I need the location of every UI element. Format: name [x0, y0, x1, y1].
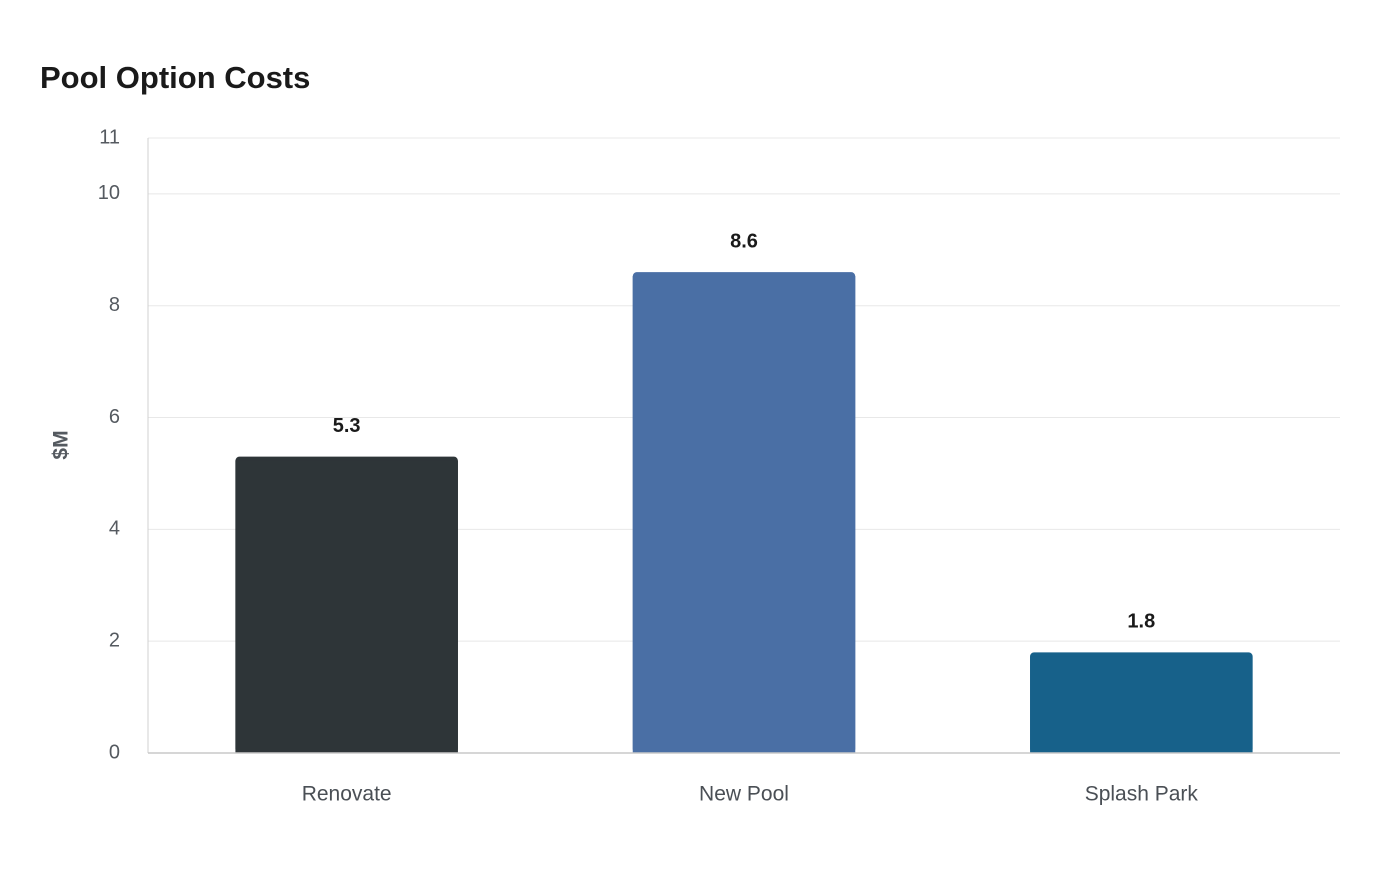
- value-label: 8.6: [730, 230, 758, 252]
- x-tick-label: Splash Park: [1085, 783, 1199, 806]
- y-tick-label: 6: [109, 406, 120, 428]
- value-label: 1.8: [1127, 611, 1155, 633]
- y-tick-label: 10: [98, 182, 120, 204]
- bar-base: [1030, 656, 1253, 753]
- y-axis-label: $M: [50, 430, 73, 459]
- y-tick-label: 2: [109, 629, 120, 651]
- y-tick-label: 4: [109, 518, 120, 540]
- chart-title: Pool Option Costs: [40, 60, 310, 95]
- bar-base: [235, 460, 458, 753]
- x-tick-label: Renovate: [302, 783, 392, 806]
- y-tick-label: 11: [99, 126, 120, 148]
- y-tick-label: 0: [109, 741, 120, 763]
- value-label: 5.3: [333, 415, 361, 437]
- bar-base: [632, 276, 856, 753]
- x-tick-label: New Pool: [699, 783, 789, 806]
- y-tick-label: 8: [109, 294, 120, 316]
